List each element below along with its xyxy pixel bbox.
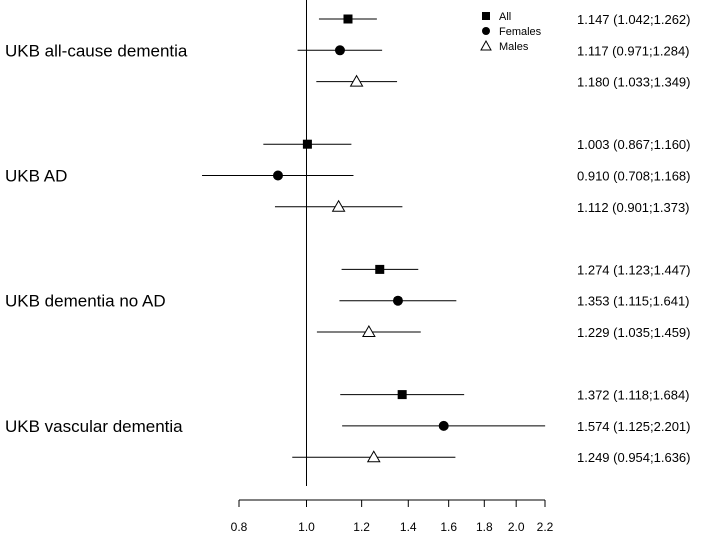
point-estimate-marker	[397, 390, 407, 400]
x-tick-label: 1.2	[353, 520, 370, 534]
point-estimate-marker	[343, 14, 353, 24]
ci-value-text: 1.229 (1.035;1.459)	[577, 325, 690, 340]
point-estimate-marker	[272, 170, 283, 181]
ci-value-text: 1.180 (1.033;1.349)	[577, 75, 690, 90]
point-estimate-marker	[334, 45, 345, 56]
ci-value-text: 1.574 (1.125;2.201)	[577, 419, 690, 434]
ci-value-text: 1.274 (1.123;1.447)	[577, 262, 690, 277]
legend-label: Females	[499, 26, 542, 38]
ci-value-text: 1.117 (0.971;1.284)	[577, 43, 690, 58]
point-estimate-marker	[362, 324, 376, 337]
group-label: UKB all-cause dementia	[5, 41, 188, 60]
point-estimate-marker	[375, 264, 385, 274]
x-tick-label: 0.8	[231, 520, 248, 534]
legend-marker	[482, 27, 490, 35]
ci-value-text: 1.372 (1.118;1.684)	[577, 388, 690, 403]
ci-value-text: 1.249 (0.954;1.636)	[577, 450, 690, 465]
legend-marker	[480, 39, 492, 51]
point-estimate-marker	[438, 420, 449, 431]
x-tick-label: 2.2	[537, 520, 554, 534]
group-label: UKB dementia no AD	[5, 292, 166, 311]
group-label: UKB vascular dementia	[5, 417, 183, 436]
x-tick-label: 2.0	[508, 520, 525, 534]
ci-value-text: 0.910 (0.708;1.168)	[577, 169, 690, 184]
x-tick-label: 1.4	[400, 520, 417, 534]
legend-label: All	[499, 11, 511, 23]
point-estimate-marker	[366, 450, 381, 463]
x-tick-label: 1.8	[476, 520, 493, 534]
legend-label: Males	[499, 41, 529, 53]
ci-value-text: 1.147 (1.042;1.262)	[577, 12, 690, 27]
ci-value-text: 1.112 (0.901;1.373)	[577, 200, 690, 215]
point-estimate-marker	[331, 199, 346, 212]
point-estimate-marker	[302, 139, 312, 149]
x-tick-label: 1.0	[298, 520, 315, 534]
ci-value-text: 1.353 (1.115;1.641)	[577, 294, 690, 309]
ci-value-text: 1.003 (0.867;1.160)	[577, 137, 690, 152]
legend-marker	[482, 12, 490, 20]
point-estimate-marker	[349, 74, 364, 87]
group-label: UKB AD	[5, 167, 67, 186]
point-estimate-marker	[392, 295, 403, 306]
x-tick-label: 1.6	[440, 520, 457, 534]
